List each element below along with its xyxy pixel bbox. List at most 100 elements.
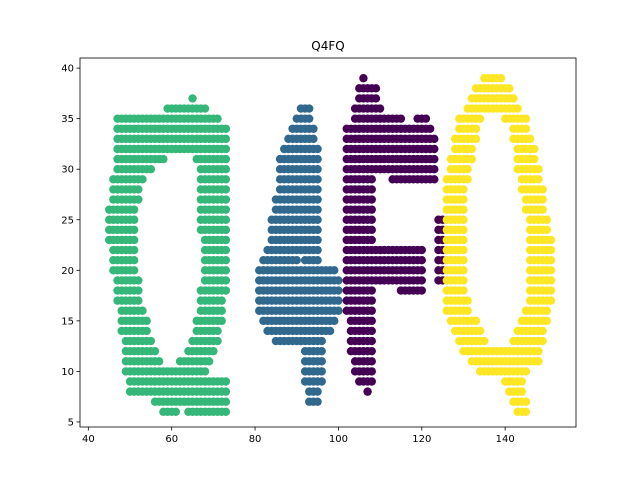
data-point <box>459 276 467 284</box>
data-point <box>534 347 542 355</box>
data-point <box>368 185 376 193</box>
data-point <box>543 216 551 224</box>
data-point <box>418 256 426 264</box>
data-point <box>418 276 426 284</box>
x-tick-label: 100 <box>329 434 348 445</box>
data-point <box>526 135 534 143</box>
data-point <box>205 357 213 365</box>
data-point <box>222 216 230 224</box>
data-point <box>543 226 551 234</box>
data-point <box>547 286 555 294</box>
data-point <box>476 327 484 335</box>
data-point <box>313 155 321 163</box>
data-point <box>472 317 480 325</box>
data-point <box>313 226 321 234</box>
data-point <box>459 246 467 254</box>
data-point <box>463 296 471 304</box>
data-point <box>313 175 321 183</box>
data-point <box>222 226 230 234</box>
data-point <box>213 337 221 345</box>
data-point <box>480 337 488 345</box>
data-point <box>368 175 376 183</box>
data-point <box>218 296 226 304</box>
data-point <box>368 377 376 385</box>
data-point <box>222 185 230 193</box>
data-point <box>472 135 480 143</box>
data-point <box>318 377 326 385</box>
data-point <box>151 347 159 355</box>
data-point <box>222 408 230 416</box>
data-point <box>522 398 530 406</box>
data-point <box>459 236 467 244</box>
data-point <box>368 216 376 224</box>
data-point <box>530 145 538 153</box>
data-point <box>368 286 376 294</box>
data-point <box>138 175 146 183</box>
data-point <box>547 296 555 304</box>
x-tick-label: 120 <box>412 434 431 445</box>
data-point <box>222 377 230 385</box>
data-point <box>543 317 551 325</box>
data-point <box>334 307 342 315</box>
data-point <box>468 155 476 163</box>
data-point <box>534 175 542 183</box>
data-point <box>518 377 526 385</box>
data-point <box>534 165 542 173</box>
data-point <box>538 205 546 213</box>
data-point <box>547 276 555 284</box>
data-point <box>430 155 438 163</box>
data-point <box>313 236 321 244</box>
data-point <box>222 286 230 294</box>
data-point <box>368 195 376 203</box>
data-point <box>313 216 321 224</box>
data-point <box>368 307 376 315</box>
data-point <box>368 296 376 304</box>
data-point <box>459 216 467 224</box>
data-point <box>518 387 526 395</box>
data-point <box>147 165 155 173</box>
data-point <box>130 226 138 234</box>
data-point <box>222 165 230 173</box>
data-point <box>459 195 467 203</box>
data-point <box>222 266 230 274</box>
data-point <box>422 114 430 122</box>
data-point <box>318 337 326 345</box>
data-point <box>313 398 321 406</box>
data-point <box>218 307 226 315</box>
data-point <box>376 104 384 112</box>
data-point <box>222 125 230 133</box>
data-point <box>547 256 555 264</box>
data-point <box>430 175 438 183</box>
data-point <box>159 155 167 163</box>
data-point <box>134 185 142 193</box>
data-point <box>130 256 138 264</box>
y-tick-label: 35 <box>61 114 74 125</box>
data-point <box>330 317 338 325</box>
data-point <box>313 195 321 203</box>
data-point <box>538 195 546 203</box>
data-point <box>142 317 150 325</box>
data-point <box>222 387 230 395</box>
data-point <box>313 256 321 264</box>
x-tick-label: 60 <box>165 434 178 445</box>
data-point <box>430 135 438 143</box>
data-point <box>459 266 467 274</box>
x-tick-label: 40 <box>82 434 95 445</box>
data-point <box>472 125 480 133</box>
y-tick-label: 40 <box>61 64 74 75</box>
data-point <box>397 114 405 122</box>
data-point <box>134 276 142 284</box>
data-point <box>368 205 376 213</box>
data-point <box>334 286 342 294</box>
data-point <box>130 246 138 254</box>
data-point <box>368 337 376 345</box>
data-point <box>463 175 471 183</box>
data-point <box>522 114 530 122</box>
data-point <box>318 347 326 355</box>
data-point <box>313 165 321 173</box>
data-point <box>305 114 313 122</box>
data-point <box>330 266 338 274</box>
data-point <box>430 165 438 173</box>
y-tick-label: 25 <box>61 215 74 226</box>
